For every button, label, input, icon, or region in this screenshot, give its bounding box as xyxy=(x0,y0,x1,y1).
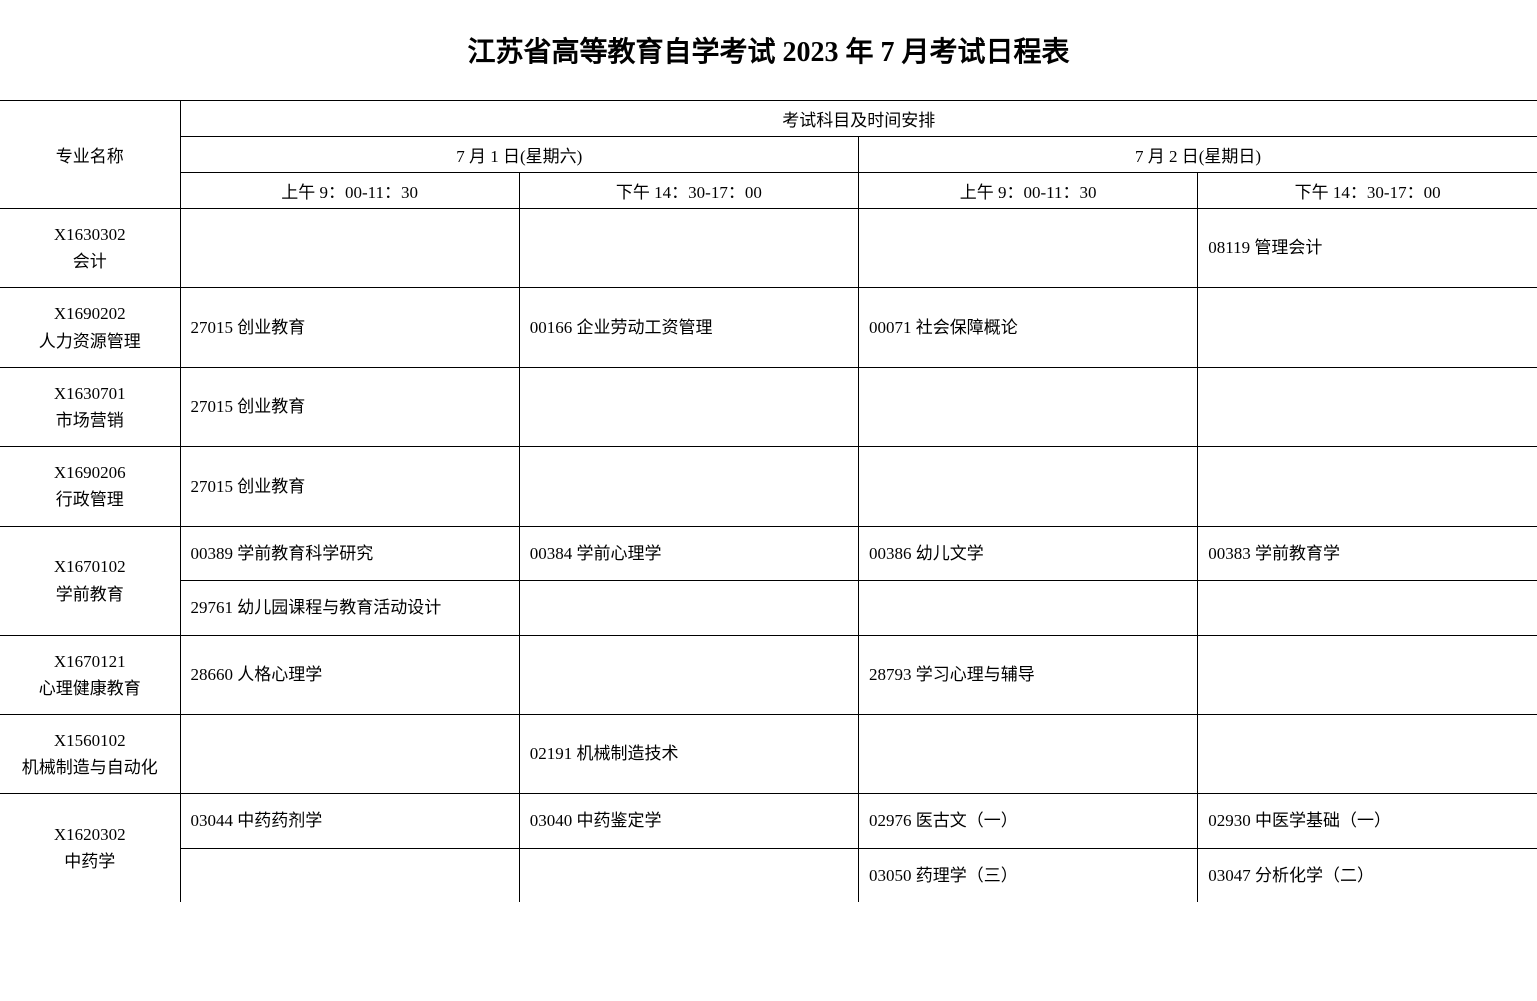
table-row: X1690206行政管理27015 创业教育 xyxy=(0,447,1537,526)
major-name: 会计 xyxy=(4,248,176,275)
cell-d2-am xyxy=(859,581,1198,636)
table-row: X1630701市场营销27015 创业教育 xyxy=(0,367,1537,446)
table-row: 03050 药理学（三）03047 分析化学（二） xyxy=(0,848,1537,902)
major-name: 学前教育 xyxy=(4,581,176,608)
table-row: 29761 幼儿园课程与教育活动设计 xyxy=(0,581,1537,636)
cell-d1-pm xyxy=(519,367,858,446)
table-row: X1630302会计 08119 管理会计 xyxy=(0,209,1537,288)
table-body: X1630302会计 08119 管理会计X1690202人力资源管理27015… xyxy=(0,209,1537,903)
cell-d1-am: 29761 幼儿园课程与教育活动设计 xyxy=(180,581,519,636)
schedule-table: 专业名称 考试科目及时间安排 7 月 1 日(星期六) 7 月 2 日(星期日)… xyxy=(0,100,1537,902)
cell-d1-am xyxy=(180,209,519,288)
major-cell: X1670121心理健康教育 xyxy=(0,635,180,714)
major-code: X1560102 xyxy=(4,727,176,754)
major-cell: X1670102学前教育 xyxy=(0,526,180,635)
cell-d1-am: 28660 人格心理学 xyxy=(180,635,519,714)
table-row: X1620302中药学03044 中药药剂学03040 中药鉴定学02976 医… xyxy=(0,794,1537,849)
cell-d1-am: 27015 创业教育 xyxy=(180,367,519,446)
table-row: X1670121心理健康教育28660 人格心理学 28793 学习心理与辅导 xyxy=(0,635,1537,714)
cell-d1-pm xyxy=(519,635,858,714)
cell-d2-pm: 08119 管理会计 xyxy=(1198,209,1537,288)
cell-d1-pm: 03040 中药鉴定学 xyxy=(519,794,858,849)
cell-d1-am: 00389 学前教育科学研究 xyxy=(180,526,519,581)
major-name: 机械制造与自动化 xyxy=(4,754,176,781)
header-d1-pm: 下午 14：30-17：00 xyxy=(519,173,858,209)
major-cell: X1630701市场营销 xyxy=(0,367,180,446)
cell-d1-pm xyxy=(519,447,858,526)
major-name: 行政管理 xyxy=(4,486,176,513)
cell-d1-am xyxy=(180,714,519,793)
cell-d2-am xyxy=(859,447,1198,526)
header-d2-pm: 下午 14：30-17：00 xyxy=(1198,173,1537,209)
cell-d1-pm: 00384 学前心理学 xyxy=(519,526,858,581)
major-cell: X1690206行政管理 xyxy=(0,447,180,526)
major-cell: X1630302会计 xyxy=(0,209,180,288)
major-code: X1690202 xyxy=(4,300,176,327)
cell-d2-pm: 03047 分析化学（二） xyxy=(1198,848,1537,902)
cell-d1-pm xyxy=(519,581,858,636)
table-row: X1560102机械制造与自动化 02191 机械制造技术 xyxy=(0,714,1537,793)
cell-d1-am: 03044 中药药剂学 xyxy=(180,794,519,849)
cell-d2-am xyxy=(859,209,1198,288)
header-day1: 7 月 1 日(星期六) xyxy=(180,137,859,173)
cell-d2-am: 00386 幼儿文学 xyxy=(859,526,1198,581)
header-schedule: 考试科目及时间安排 xyxy=(180,101,1537,137)
major-cell: X1560102机械制造与自动化 xyxy=(0,714,180,793)
cell-d1-pm xyxy=(519,848,858,902)
header-major: 专业名称 xyxy=(0,101,180,209)
cell-d2-pm xyxy=(1198,288,1537,367)
header-day2: 7 月 2 日(星期日) xyxy=(859,137,1537,173)
major-code: X1670121 xyxy=(4,648,176,675)
header-d2-am: 上午 9：00-11：30 xyxy=(859,173,1198,209)
cell-d2-pm: 00383 学前教育学 xyxy=(1198,526,1537,581)
cell-d2-pm xyxy=(1198,447,1537,526)
cell-d2-pm xyxy=(1198,367,1537,446)
major-code: X1690206 xyxy=(4,459,176,486)
table-row: X1690202人力资源管理27015 创业教育00166 企业劳动工资管理00… xyxy=(0,288,1537,367)
major-cell: X1620302中药学 xyxy=(0,794,180,903)
cell-d2-am xyxy=(859,714,1198,793)
cell-d1-pm: 02191 机械制造技术 xyxy=(519,714,858,793)
header-d1-am: 上午 9：00-11：30 xyxy=(180,173,519,209)
cell-d1-pm: 00166 企业劳动工资管理 xyxy=(519,288,858,367)
cell-d1-pm xyxy=(519,209,858,288)
cell-d2-am: 28793 学习心理与辅导 xyxy=(859,635,1198,714)
major-code: X1620302 xyxy=(4,821,176,848)
cell-d2-pm xyxy=(1198,635,1537,714)
cell-d1-am: 27015 创业教育 xyxy=(180,288,519,367)
cell-d2-pm xyxy=(1198,581,1537,636)
major-name: 市场营销 xyxy=(4,407,176,434)
cell-d2-pm xyxy=(1198,714,1537,793)
major-name: 心理健康教育 xyxy=(4,675,176,702)
cell-d2-am: 03050 药理学（三） xyxy=(859,848,1198,902)
major-cell: X1690202人力资源管理 xyxy=(0,288,180,367)
major-code: X1670102 xyxy=(4,553,176,580)
cell-d2-am: 02976 医古文（一） xyxy=(859,794,1198,849)
major-code: X1630701 xyxy=(4,380,176,407)
page-title: 江苏省高等教育自学考试 2023 年 7 月考试日程表 xyxy=(0,30,1537,70)
cell-d1-am: 27015 创业教育 xyxy=(180,447,519,526)
major-name: 中药学 xyxy=(4,848,176,875)
cell-d2-am: 00071 社会保障概论 xyxy=(859,288,1198,367)
table-row: X1670102学前教育00389 学前教育科学研究00384 学前心理学003… xyxy=(0,526,1537,581)
cell-d2-pm: 02930 中医学基础（一） xyxy=(1198,794,1537,849)
major-code: X1630302 xyxy=(4,221,176,248)
cell-d2-am xyxy=(859,367,1198,446)
cell-d1-am xyxy=(180,848,519,902)
major-name: 人力资源管理 xyxy=(4,328,176,355)
